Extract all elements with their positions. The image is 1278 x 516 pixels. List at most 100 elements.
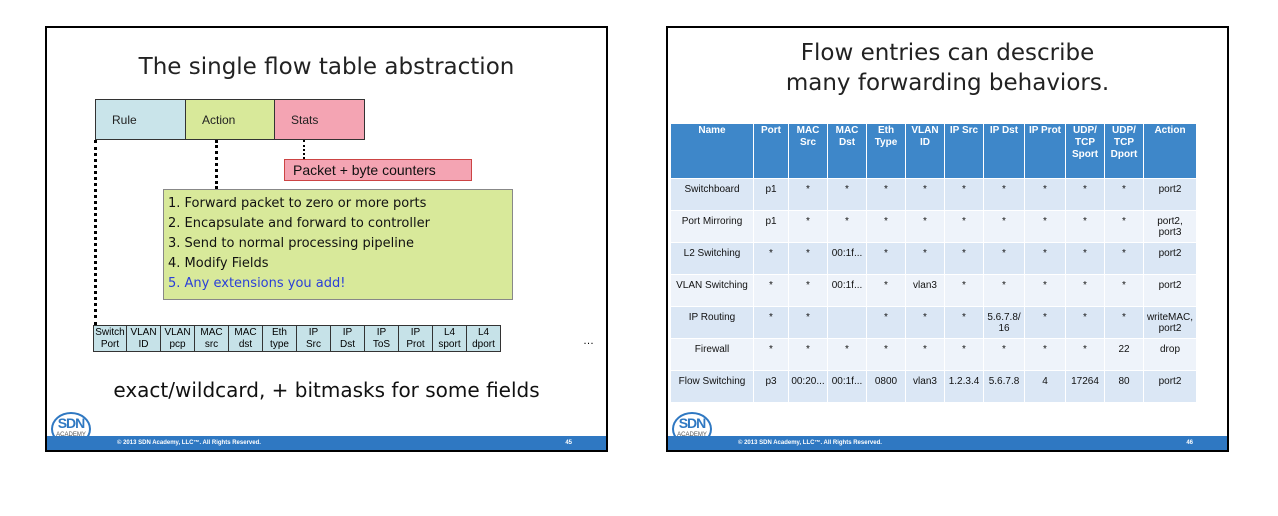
table-row: L2 Switching * * 00:1f... * * * * * * * port2 <box>670 242 1197 275</box>
table-cell: * <box>1065 338 1105 371</box>
table-cell: 22 <box>1104 338 1144 371</box>
table-cell: * <box>1024 306 1066 339</box>
more-fields-ellipsis: … <box>583 335 594 347</box>
table-cell: 00:1f... <box>827 370 867 403</box>
table-cell: 00:20... <box>788 370 828 403</box>
table-cell: port2 <box>1143 370 1197 403</box>
table-cell: * <box>983 178 1025 211</box>
action-item-extensions: 5. Any extensions you add! <box>168 276 346 291</box>
table-cell: L2 Switching <box>670 242 754 275</box>
table-cell: * <box>944 274 984 307</box>
field-l4-sport: L4 sport <box>433 325 467 352</box>
field-vlan-pcp: VLAN pcp <box>161 325 195 352</box>
table-cell: 4 <box>1024 370 1066 403</box>
table-cell: * <box>788 274 828 307</box>
slide-footer: © 2013 SDN Academy, LLC™. All Rights Res… <box>47 436 606 450</box>
table-row: Port Mirroring p1 * * * * * * * * * port2, port3 <box>670 210 1197 243</box>
col-header: MAC Src <box>788 123 828 179</box>
table-cell: 0800 <box>866 370 906 403</box>
copyright: © 2013 SDN Academy, LLC™. All Rights Res… <box>117 440 261 446</box>
table-cell: * <box>944 338 984 371</box>
table-cell: * <box>1104 178 1144 211</box>
slide-flow-entries: Flow entries can describe many forwardin… <box>666 26 1229 452</box>
slide-footer: © 2013 SDN Academy, LLC™. All Rights Res… <box>668 436 1227 450</box>
table-cell: * <box>866 338 906 371</box>
table-cell: * <box>866 178 906 211</box>
table-cell: 17264 <box>1065 370 1105 403</box>
col-header: MAC Dst <box>827 123 867 179</box>
table-cell: * <box>827 210 867 243</box>
table-cell: port2, port3 <box>1143 210 1197 243</box>
table-cell: Port Mirroring <box>670 210 754 243</box>
table-cell: * <box>983 210 1025 243</box>
table-cell: * <box>788 178 828 211</box>
table-cell: port2 <box>1143 274 1197 307</box>
col-header: UDP/ TCP Dport <box>1104 123 1144 179</box>
table-cell: * <box>944 306 984 339</box>
table-cell: * <box>753 274 789 307</box>
table-cell: * <box>1104 306 1144 339</box>
col-header: UDP/ TCP Sport <box>1065 123 1105 179</box>
table-cell: * <box>1024 210 1066 243</box>
stats-box: Stats <box>274 99 365 140</box>
slide-title: The single flow table abstraction <box>138 54 515 80</box>
table-cell: * <box>1024 338 1066 371</box>
table-cell: vlan3 <box>905 370 945 403</box>
field-mac-src: MAC src <box>195 325 229 352</box>
table-cell: * <box>788 306 828 339</box>
table-cell: * <box>1065 210 1105 243</box>
table-row: VLAN Switching * * 00:1f... * vlan3 * * * * * port2 <box>670 274 1197 307</box>
col-header: Eth Type <box>866 123 906 179</box>
table-cell: * <box>983 274 1025 307</box>
table-row: Flow Switching p3 00:20... 00:1f... 0800 vlan… <box>670 370 1197 403</box>
table-cell: * <box>905 306 945 339</box>
action-item: 1. Forward packet to zero or more ports <box>168 196 427 211</box>
table-cell: Flow Switching <box>670 370 754 403</box>
table-cell: * <box>866 306 906 339</box>
col-header: IP Dst <box>983 123 1025 179</box>
table-cell: * <box>1104 242 1144 275</box>
action-connector <box>215 140 218 189</box>
actions-list: 1. Forward packet to zero or more ports … <box>163 189 513 300</box>
table-cell: writeMAC, port2 <box>1143 306 1197 339</box>
table-cell: Firewall <box>670 338 754 371</box>
table-cell: port2 <box>1143 242 1197 275</box>
table-cell: 00:1f... <box>827 274 867 307</box>
table-cell: * <box>753 306 789 339</box>
table-cell <box>827 306 867 339</box>
table-cell: * <box>753 338 789 371</box>
table-cell: * <box>905 210 945 243</box>
col-header: Port <box>753 123 789 179</box>
field-ip-src: IP Src <box>297 325 331 352</box>
field-ip-tos: IP ToS <box>365 325 399 352</box>
slide-title-line1: Flow entries can describe <box>800 40 1095 66</box>
table-row: Switchboard p1 * * * * * * * * * port2 <box>670 178 1197 211</box>
table-cell: * <box>753 242 789 275</box>
table-cell: * <box>1065 306 1105 339</box>
table-cell: Switchboard <box>670 178 754 211</box>
matching-note: exact/wildcard, + bitmasks for some fiel… <box>113 378 540 402</box>
table-cell: * <box>905 338 945 371</box>
table-cell: p3 <box>753 370 789 403</box>
table-cell: * <box>788 338 828 371</box>
stats-connector <box>303 140 305 159</box>
field-mac-dst: MAC dst <box>229 325 263 352</box>
table-cell: VLAN Switching <box>670 274 754 307</box>
table-cell: * <box>827 178 867 211</box>
field-eth-type: Eth type <box>263 325 297 352</box>
table-cell: * <box>1024 274 1066 307</box>
table-cell: * <box>1065 178 1105 211</box>
page-number: 45 <box>565 440 572 446</box>
table-cell: * <box>866 210 906 243</box>
table-cell: * <box>1024 242 1066 275</box>
table-cell: port2 <box>1143 178 1197 211</box>
table-cell: p1 <box>753 210 789 243</box>
table-cell: * <box>905 242 945 275</box>
col-header: Action <box>1143 123 1197 179</box>
action-item: 2. Encapsulate and forward to controller <box>168 216 430 231</box>
table-row: Firewall * * * * * * * * * 22 drop <box>670 338 1197 371</box>
table-cell: * <box>944 210 984 243</box>
table-cell: 5.6.7.8/ 16 <box>983 306 1025 339</box>
table-cell: * <box>1024 178 1066 211</box>
table-cell: p1 <box>753 178 789 211</box>
